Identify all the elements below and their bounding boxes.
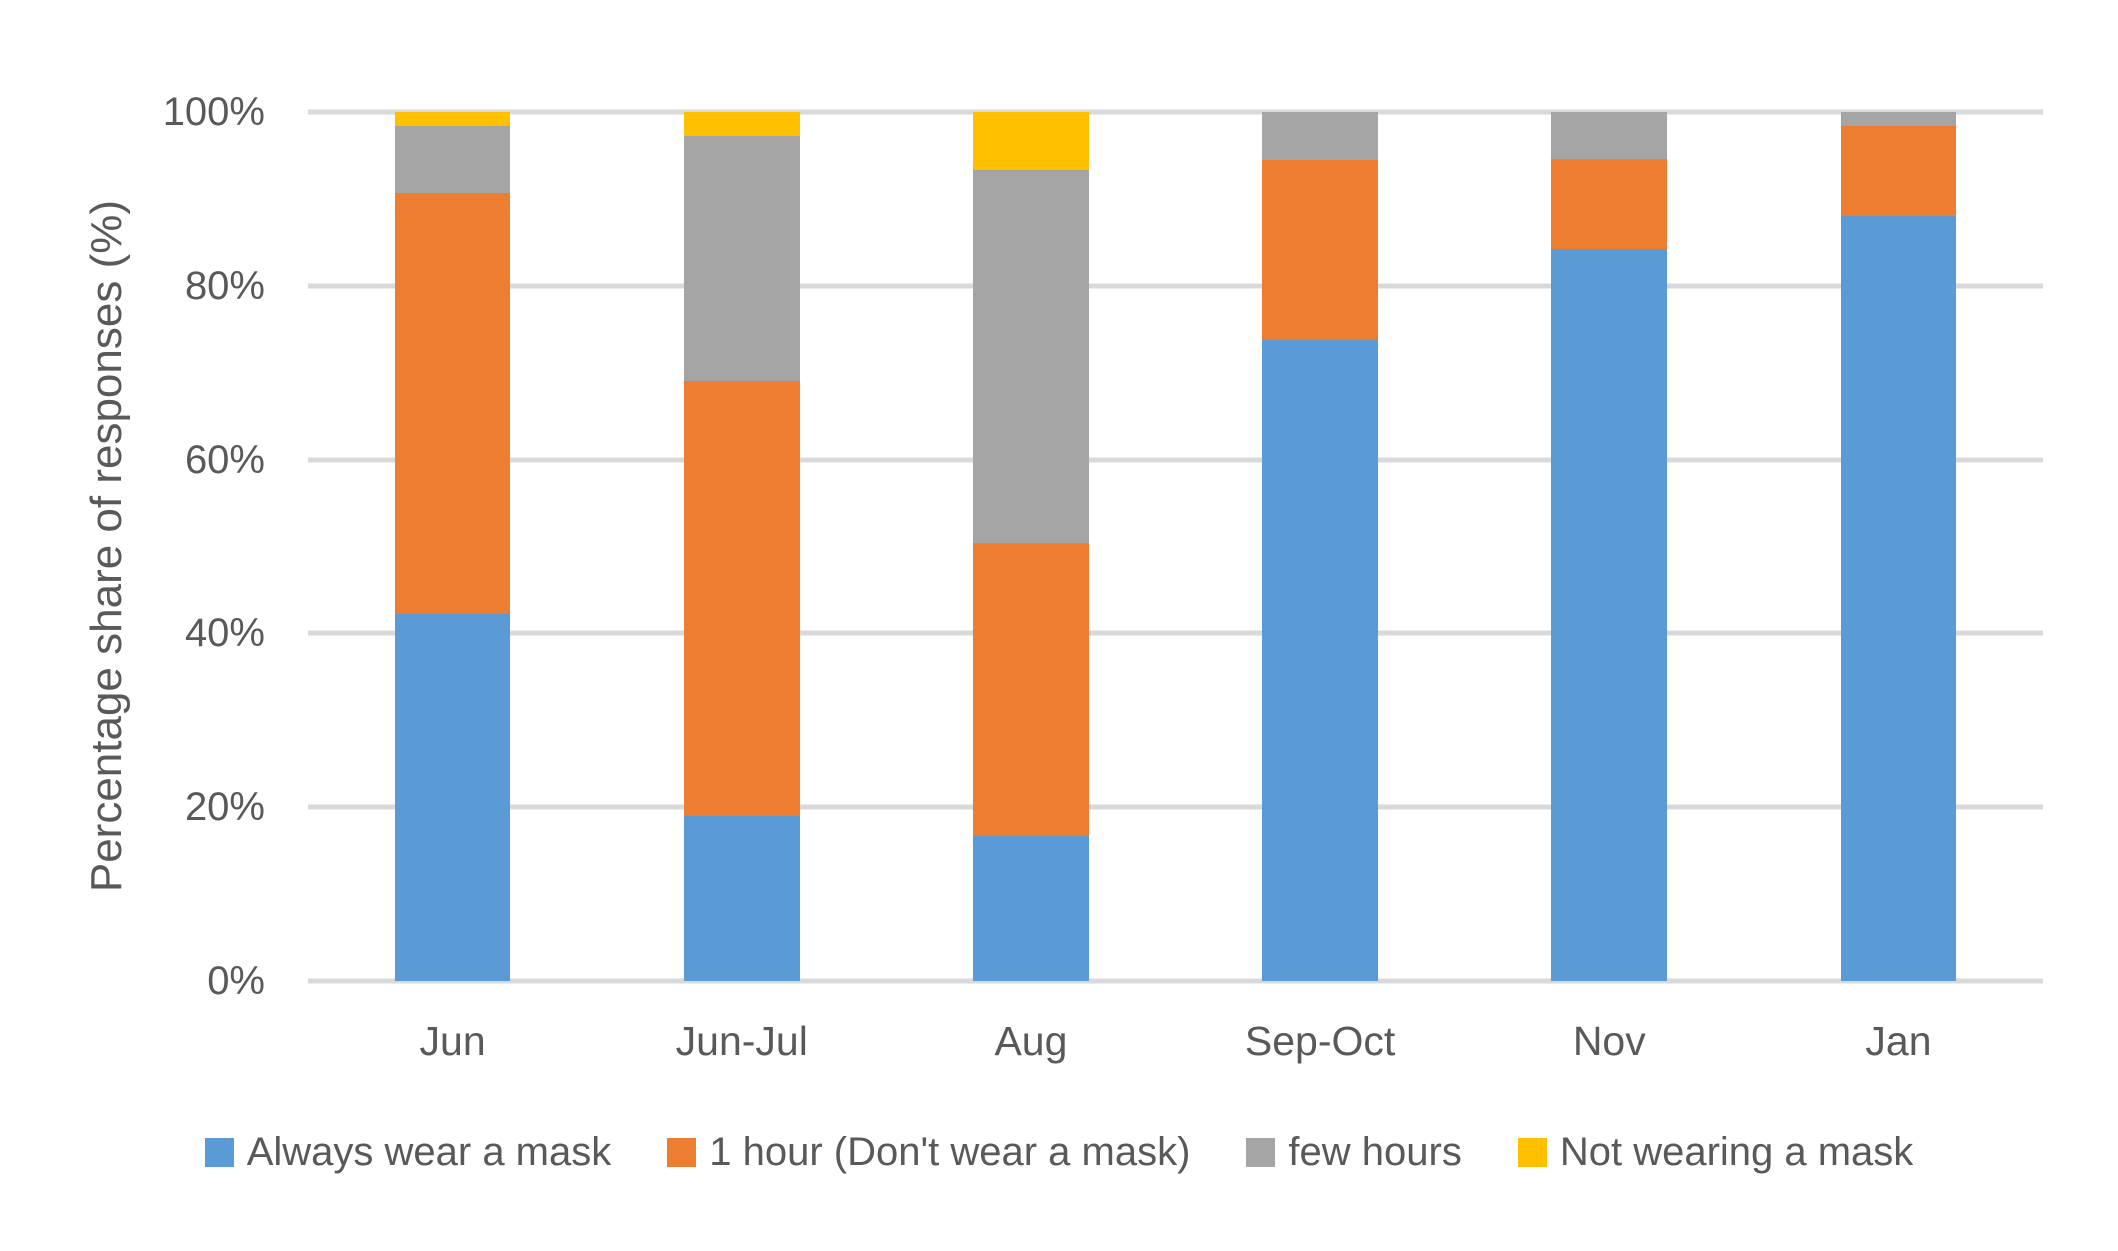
segment-sep-oct-1-hour-don-t-wear-a-mask [1262,159,1378,340]
x-axis-label-jan: Jan [1865,1018,1932,1064]
legend-item-1-hour-don-t-wear-a-mask: 1 hour (Don't wear a mask) [667,1128,1190,1176]
legend-swatch-1-hour-don-t-wear-a-mask [667,1137,697,1167]
legend-swatch-not-wearing-a-mask [1517,1137,1547,1167]
segment-jun-jul-not-wearing-a-mask [683,112,800,137]
bar-slot-jan [1754,112,2043,981]
legend-label-1-hour-don-t-wear-a-mask: 1 hour (Don't wear a mask) [709,1130,1191,1174]
segment-nov-always-wear-a-mask [1551,249,1668,981]
legend-label-not-wearing-a-mask: Not wearing a mask [1559,1130,1914,1174]
legend-label-few-hours: few hours [1288,1130,1462,1174]
y-axis-tick-labels: 0% 20% 40% 60% 80% 100% [0,92,265,1001]
x-axis-label-jun-jul: Jun-Jul [675,1018,808,1064]
segment-sep-oct-few-hours [1262,112,1378,160]
legend-swatch-few-hours [1246,1137,1276,1167]
bar-slot-sep-oct [1176,112,1465,981]
bar-nov [1551,112,1668,981]
legend-item-few-hours: few hours [1246,1128,1462,1176]
bar-jun-jul [683,112,800,981]
segment-aug-few-hours [973,170,1089,544]
segment-jun-jul-always-wear-a-mask [683,815,800,981]
y-tick-label-40: 40% [184,611,265,656]
bar-jun [394,112,511,981]
segment-jun-few-hours [394,125,511,193]
segment-jun-always-wear-a-mask [394,614,511,981]
gridline-20 [308,804,2043,810]
gridline-100 [308,109,2043,115]
legend-label-always-wear-a-mask: Always wear a mask [246,1130,612,1174]
plot-area [308,109,2043,984]
gridline-40 [308,630,2043,636]
bar-slot-aug [886,112,1175,981]
segment-jun-not-wearing-a-mask [394,112,511,126]
y-tick-label-80: 80% [184,263,265,308]
segment-jun-1-hour-don-t-wear-a-mask [394,192,511,615]
segment-aug-not-wearing-a-mask [973,112,1089,171]
legend-swatch-always-wear-a-mask [204,1137,234,1167]
bar-jan [1840,112,1957,981]
segment-aug-always-wear-a-mask [973,835,1089,981]
segment-jan-1-hour-don-t-wear-a-mask [1840,125,1957,217]
x-axis-label-nov: Nov [1572,1018,1646,1064]
bar-slot-jun-jul [597,112,886,981]
bar-aug [973,112,1089,981]
bar-slot-nov [1465,112,1754,981]
bars-container [308,112,2043,981]
bar-sep-oct [1262,112,1378,981]
segment-jan-few-hours [1840,112,1957,126]
x-axis-label-aug: Aug [994,1018,1068,1064]
y-tick-label-20: 20% [184,785,265,830]
segment-jun-jul-few-hours [683,136,800,382]
x-axis-labels: Jun Jun-Jul Aug Sep-Oct Nov Jan [308,1016,2043,1066]
bar-slot-jun [308,112,597,981]
y-tick-label-100: 100% [162,90,265,134]
x-axis-label-sep-oct: Sep-Oct [1244,1018,1396,1064]
x-axis-label-jun: Jun [419,1018,486,1064]
segment-jan-always-wear-a-mask [1840,216,1957,981]
y-tick-label-60: 60% [184,437,265,482]
gridline-60 [308,457,2043,463]
gridline-0 [308,978,2043,984]
y-tick-label-0: 0% [207,959,265,1003]
segment-nov-few-hours [1551,112,1668,159]
legend: Always wear a mask 1 hour (Don't wear a m… [0,1128,2118,1176]
segment-nov-1-hour-don-t-wear-a-mask [1551,158,1668,250]
legend-item-always-wear-a-mask: Always wear a mask [204,1128,612,1176]
segment-jun-jul-1-hour-don-t-wear-a-mask [683,381,800,816]
legend-item-not-wearing-a-mask: Not wearing a mask [1517,1128,1914,1176]
gridline-80 [308,283,2043,289]
segment-sep-oct-always-wear-a-mask [1262,339,1378,981]
segment-aug-1-hour-don-t-wear-a-mask [973,543,1089,836]
